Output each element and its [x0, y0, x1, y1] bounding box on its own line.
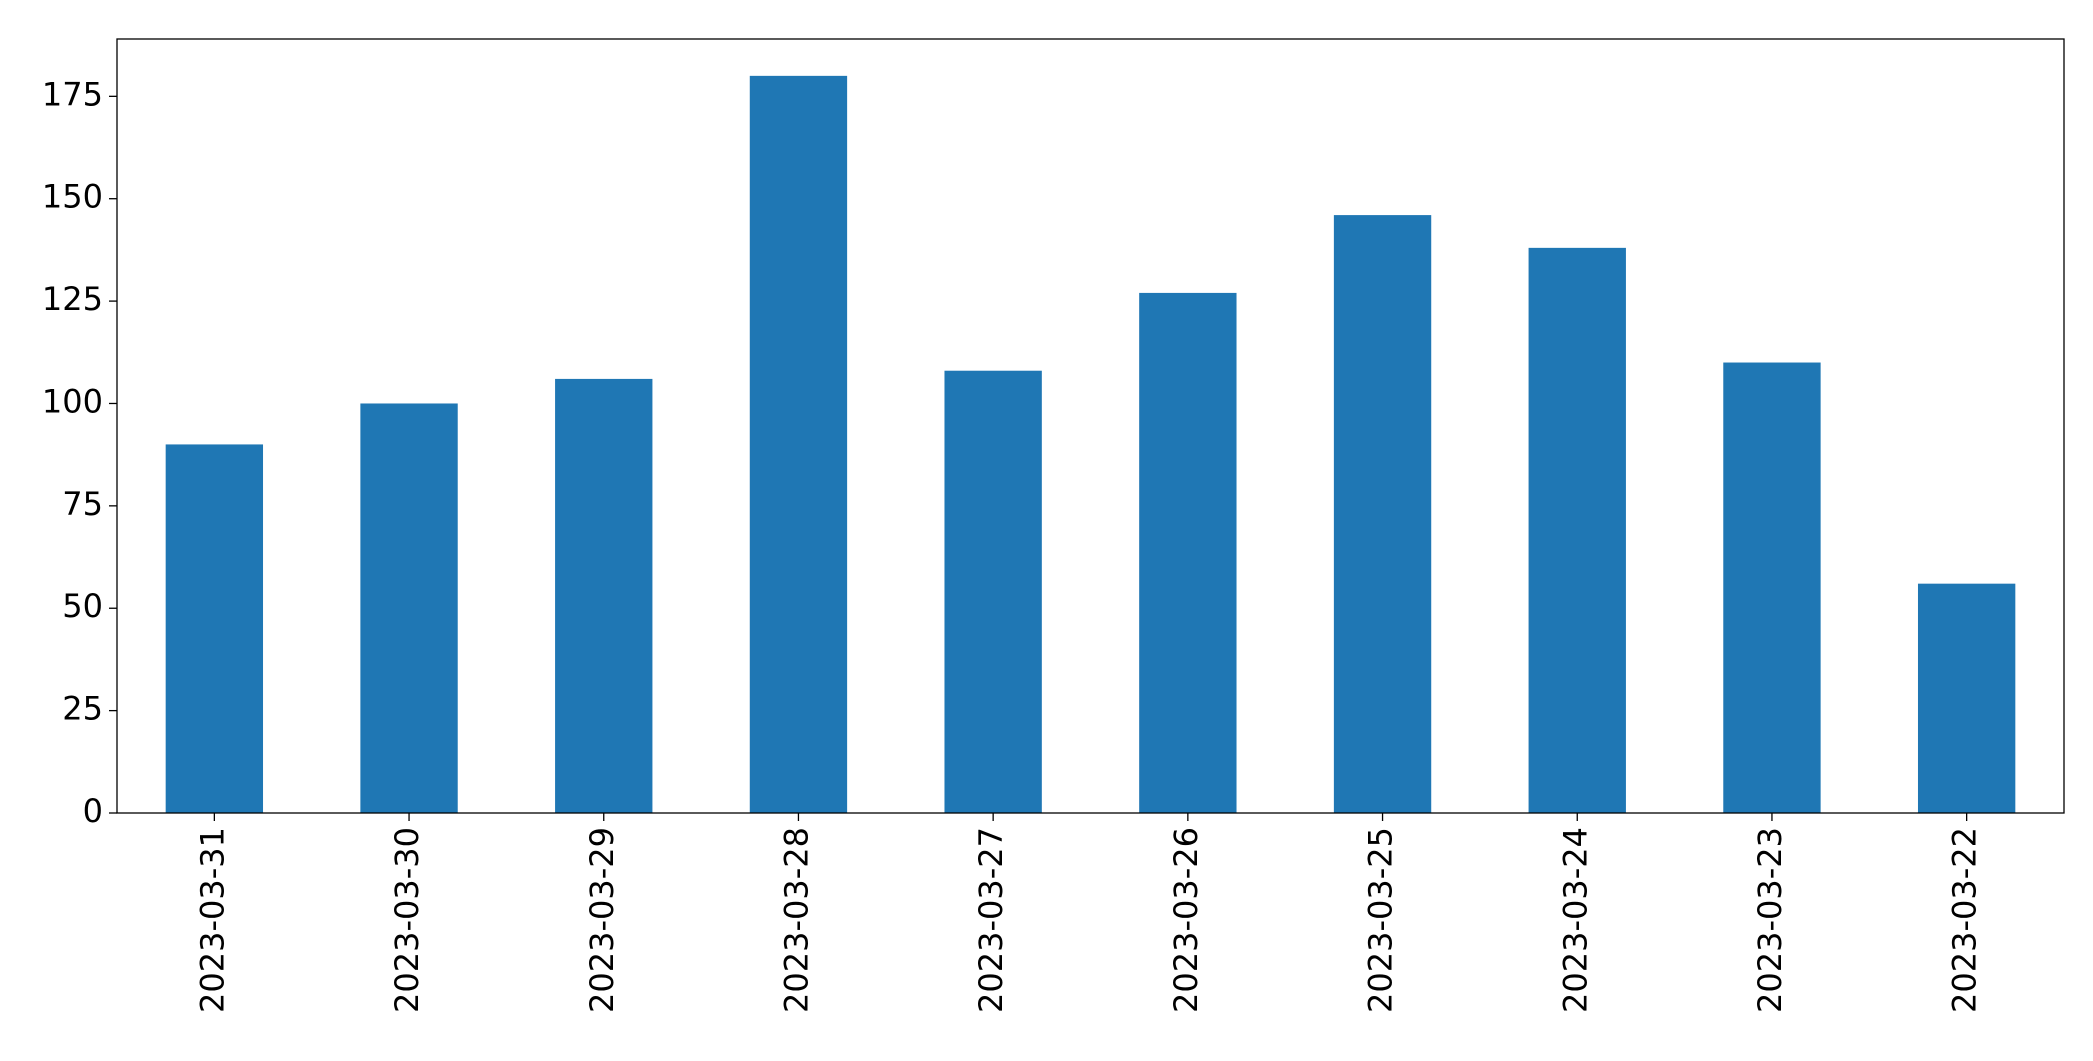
y-tick-label: 100 [42, 382, 103, 420]
x-tick-label: 2023-03-30 [388, 827, 426, 1013]
axes-frame [116, 38, 2065, 814]
x-tick-label: 2023-03-29 [583, 827, 621, 1013]
y-tick-label: 50 [62, 587, 103, 625]
x-tick-label: 2023-03-27 [972, 827, 1010, 1013]
x-tick-label: 2023-03-26 [1167, 827, 1205, 1013]
bar [749, 75, 848, 814]
x-tick-label: 2023-03-24 [1556, 827, 1594, 1013]
y-tick-label: 25 [62, 690, 103, 728]
bar [165, 444, 264, 813]
x-tick-label: 2023-03-28 [777, 827, 815, 1013]
y-tick-label: 150 [42, 178, 103, 216]
y-tick-label: 125 [42, 280, 103, 318]
bar [1917, 583, 2016, 813]
y-tick-label: 75 [62, 485, 103, 523]
bar [944, 370, 1042, 813]
x-tick-label: 2023-03-22 [1946, 827, 1984, 1013]
bar [1528, 247, 1626, 813]
bar [1333, 215, 1432, 814]
x-tick-label: 2023-03-31 [193, 827, 231, 1013]
bar [1139, 292, 1237, 813]
y-tick-label: 175 [42, 75, 103, 113]
bar [360, 403, 458, 813]
bar [1723, 362, 1821, 813]
bar [555, 378, 653, 813]
x-tick-label: 2023-03-23 [1751, 827, 1789, 1013]
x-tick-label: 2023-03-25 [1362, 827, 1400, 1013]
y-tick-label: 0 [83, 792, 103, 830]
